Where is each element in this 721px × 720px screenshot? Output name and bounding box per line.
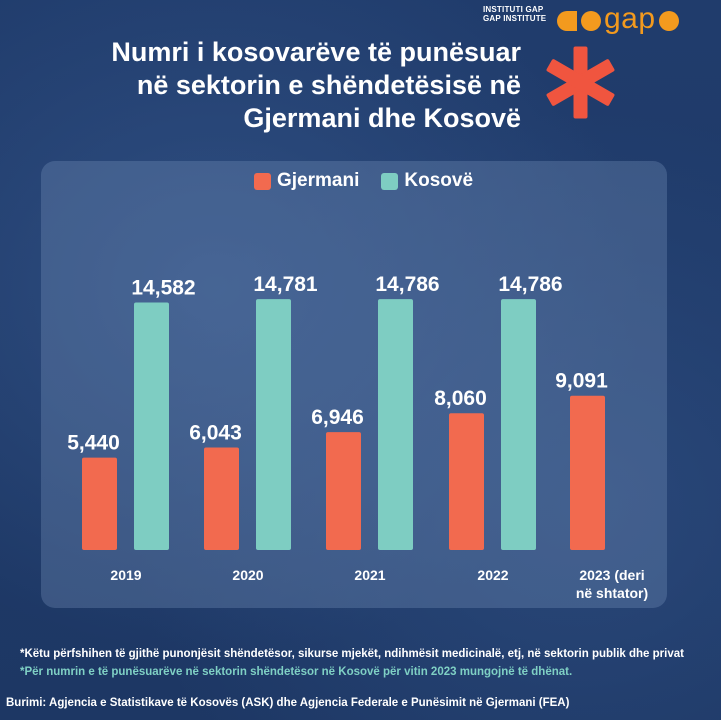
logo-dot-icon: [557, 11, 577, 31]
bar-kosovë-0: [134, 302, 169, 550]
title-line: Numri i kosovarëve të punësuar: [111, 37, 521, 67]
x-tick-label-2: 2021: [354, 567, 385, 583]
data-label-gjermani-1: 6,043: [189, 421, 242, 444]
logo-dot-icon: [581, 11, 601, 31]
logo-text: gap: [604, 2, 656, 35]
legend-item-gjermani: Gjermani: [254, 170, 359, 192]
bar-kosovë-3: [501, 299, 536, 550]
bar-gjermani-1: [204, 447, 239, 550]
data-label-kosovë-3: 14,786: [498, 273, 562, 296]
legend-swatch: [381, 172, 399, 190]
gap-logo: gap: [557, 4, 679, 38]
bar-gjermani-0: [82, 457, 117, 550]
bar-kosovë-2: [378, 299, 413, 550]
medical-asterisk-icon: [546, 46, 615, 119]
x-tick-label-4: në shtator): [576, 585, 648, 601]
institute-name-line1: INSTITUTI GAP: [483, 5, 544, 14]
title-line: në sektorin e shëndetësisë në: [136, 70, 521, 100]
data-label-kosovë-1: 14,781: [253, 273, 318, 296]
data-label-gjermani-2: 6,946: [311, 406, 364, 429]
legend-label: Kosovë: [404, 170, 474, 191]
bar-gjermani-2: [326, 432, 361, 550]
legend-item-kosove: Kosovë: [381, 170, 473, 192]
x-tick-label-1: 2020: [232, 567, 263, 583]
title-line: Gjermani dhe Kosovë: [243, 103, 521, 133]
legend-label: Gjermani: [277, 170, 360, 191]
footnote-2: *Për numrin e të punësuarëve në sektorin…: [20, 666, 573, 678]
bar-kosovë-1: [256, 299, 291, 550]
bar-gjermani-3: [449, 413, 484, 550]
page-title: Numri i kosovarëve të punësuar në sektor…: [111, 36, 521, 135]
legend-swatch: [254, 172, 271, 190]
data-label-gjermani-3: 8,060: [434, 387, 487, 410]
chart-legend: Gjermani Kosovë: [254, 170, 495, 192]
x-tick-label-4: 2023 (deri: [579, 567, 644, 583]
institute-name: INSTITUTI GAP GAP INSTITUTE: [483, 5, 546, 23]
source-note: Burimi: Agjencia e Statistikave të Kosov…: [6, 697, 570, 709]
x-tick-label-3: 2022: [477, 567, 508, 583]
institute-name-line2: GAP INSTITUTE: [483, 14, 547, 23]
data-label-kosovë-2: 14,786: [375, 273, 439, 296]
data-label-gjermani-4: 9,091: [555, 370, 608, 393]
logo-dot-icon: [658, 11, 679, 31]
footnote-1: *Këtu përfshihen të gjithë punonjësit sh…: [20, 648, 684, 660]
x-tick-label-0: 2019: [110, 567, 141, 583]
bar-gjermani-4: [570, 395, 605, 550]
data-label-gjermani-0: 5,440: [67, 432, 120, 455]
data-label-kosovë-0: 14,582: [131, 277, 195, 300]
